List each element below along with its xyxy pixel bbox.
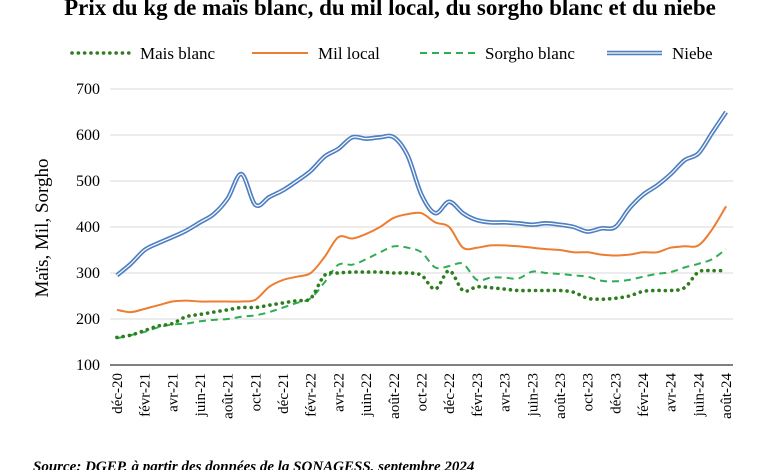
series-line-mais-blanc [115,268,728,340]
x-tick-label: avr-22 [331,373,347,412]
x-tick-label: août-22 [387,373,403,419]
series-line-mil-local [116,205,727,314]
x-tick-label: déc-22 [442,373,458,414]
legend-item-mil-local: Mil local [252,44,380,63]
x-tick-label: avr-21 [165,373,181,412]
series-line-niebe-inner [116,111,727,276]
x-tick-label: oct-22 [415,373,431,411]
source-note: Source: DGEP, à partir des données de la… [33,459,475,470]
x-tick-label: févr-23 [470,373,486,417]
chart-legend: Mais blanc Mil local Sorgho blanc Niebe [70,44,713,63]
legend-label: Sorgho blanc [485,44,575,63]
x-tick-label: oct-23 [581,373,597,411]
x-tick-label: juin-24 [691,373,707,418]
legend-item-sorgho-blanc: Sorgho blanc [420,44,575,63]
x-tick-label: avr-24 [664,373,680,412]
y-tick-label: 600 [76,127,100,144]
series-niebe [115,110,728,278]
y-axis-label: Maïs, Mil, Sorgho [32,158,53,297]
chart-title: Prix du kg de maïs blanc, du mil local, … [64,0,716,20]
y-tick-label: 100 [76,357,100,374]
legend-item-mais-blanc: Mais blanc [70,44,216,63]
series-mais-blanc [115,268,728,340]
x-tick-label: déc-20 [110,373,126,414]
x-tick-label: févr-22 [304,373,320,417]
legend-label: Mil local [318,44,380,63]
x-tick-label: août-23 [553,373,569,419]
legend-label: Niebe [672,44,713,63]
y-tick-label: 200 [76,311,100,328]
series-line-sorgho-blanc [116,245,727,340]
x-tick-label: oct-21 [248,373,264,411]
y-tick-label: 500 [76,173,100,190]
legend-item-niebe: Niebe [607,44,713,63]
x-tick-label: juin-21 [193,373,209,417]
series-lines [115,110,728,340]
x-tick-label: févr-21 [138,373,154,417]
x-tick-label: juin-22 [359,373,375,417]
y-tick-label: 400 [76,219,100,236]
x-tick-label: avr-23 [498,373,514,412]
gridlines [110,88,733,320]
x-tick-label: août-21 [221,373,237,419]
x-tick-label: août-24 [719,373,735,419]
series-mil-local [116,205,727,314]
x-tick-label: févr-24 [636,373,652,417]
x-tick-label: déc-23 [608,373,624,414]
x-tick-label: juin-23 [525,373,541,417]
y-tick-label: 700 [76,81,100,98]
legend-label: Mais blanc [140,44,216,63]
x-tick-label: déc-21 [276,373,292,414]
y-tick-label: 300 [76,265,100,282]
y-axis-ticks: 100 200 300 400 500 600 700 [76,81,100,374]
x-axis-ticks: déc-20 févr-21 avr-21 juin-21 août-21 oct-21 d… [110,373,735,419]
series-sorgho-blanc [116,245,727,340]
